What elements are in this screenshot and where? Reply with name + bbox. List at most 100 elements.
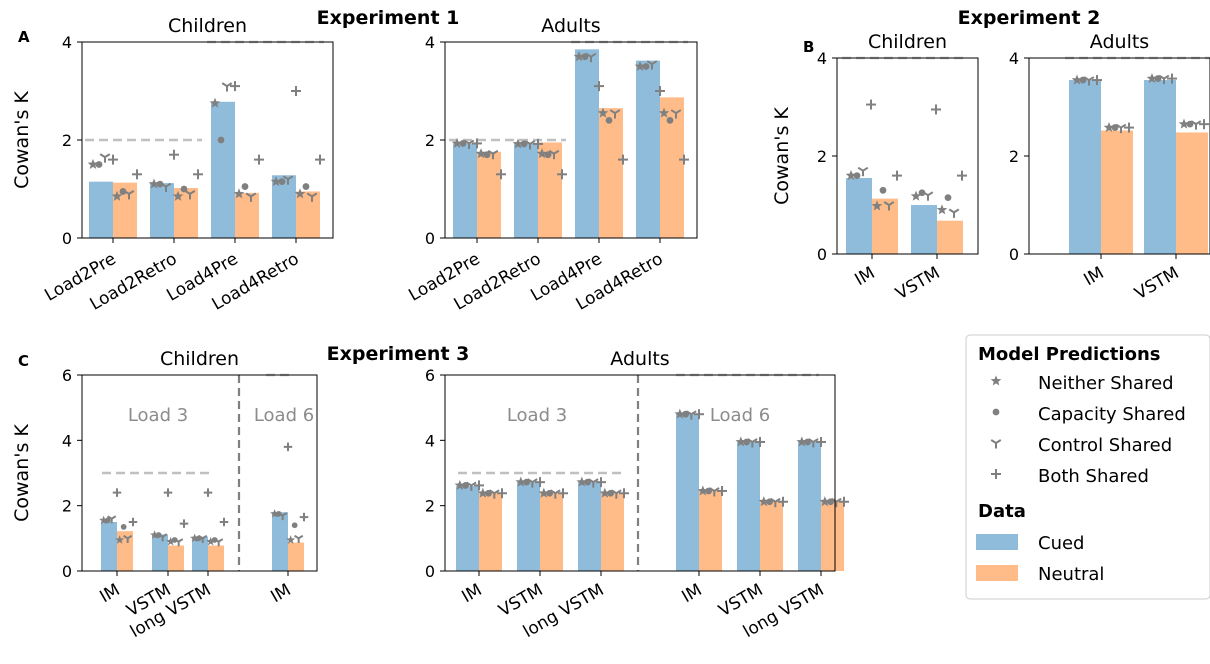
bar-cued (1069, 80, 1101, 254)
prediction-marker (538, 487, 550, 498)
x-tick-label: IM (1080, 263, 1107, 290)
y-axis-label: Cowan's K (11, 424, 33, 522)
prediction-marker (217, 136, 225, 144)
y-tick-label: 4 (62, 431, 72, 450)
prediction-marker (108, 154, 118, 165)
prediction-marker (477, 487, 489, 498)
prediction-marker (674, 408, 686, 419)
group-label: Load 3 (507, 405, 567, 426)
prediction-marker (487, 149, 499, 160)
prediction-marker (839, 496, 849, 507)
prediction-marker (179, 519, 189, 528)
prediction-marker (747, 438, 758, 448)
prediction-marker (845, 170, 857, 181)
x-tick-label: IM (96, 580, 123, 607)
y-tick-label: 0 (62, 229, 72, 248)
prediction-marker (172, 190, 184, 201)
prediction-marker (95, 161, 103, 168)
prediction-marker (1158, 74, 1170, 85)
y-axis-label: Cowan's K (11, 91, 33, 189)
y-tick-label: 4 (425, 33, 435, 52)
panel-letter-b: B (803, 38, 814, 56)
prediction-marker (472, 138, 482, 149)
prediction-marker (99, 153, 111, 163)
panel-title: Children (168, 15, 247, 37)
legend-model-label: Neither Shared (1038, 373, 1174, 394)
prediction-marker (1178, 118, 1190, 129)
chart-exp2-adults: Adults 0 2 4 IM VSTM (1009, 31, 1210, 304)
x-tick-label: IM (851, 263, 878, 290)
prediction-marker (550, 489, 561, 499)
prediction-marker (156, 180, 164, 188)
experiment-1-title: Experiment 1 (317, 7, 460, 29)
prediction-marker (944, 194, 952, 202)
prediction-marker (778, 496, 788, 507)
axes-frame (81, 374, 318, 572)
prediction-marker (1190, 120, 1202, 130)
prediction-marker (128, 517, 138, 527)
prediction-marker (99, 515, 109, 525)
prediction-marker (957, 170, 967, 181)
prediction-marker (857, 166, 869, 177)
panel-title: Adults (610, 348, 669, 370)
prediction-marker (666, 117, 674, 124)
prediction-marker (203, 488, 213, 497)
prediction-marker (221, 82, 233, 92)
legend-swatch (976, 534, 1018, 550)
chart-exp1-adults: Adults024Load2PreLoad2RetroLoad4PreLoad4… (405, 15, 698, 315)
bar-cued (578, 482, 601, 571)
prediction-marker (694, 409, 704, 420)
prediction-marker (1103, 121, 1115, 133)
prediction-marker (1167, 73, 1177, 84)
experiment-3-title: Experiment 3 (327, 343, 470, 365)
bar-cued (150, 183, 174, 238)
prediction-marker (454, 479, 466, 490)
prediction-marker (871, 200, 883, 211)
prediction-marker (315, 154, 325, 165)
y-tick-label: 2 (817, 147, 827, 166)
prediction-marker (291, 86, 301, 96)
prediction-marker (282, 175, 294, 185)
prediction-marker (883, 201, 895, 211)
legend-box (965, 334, 1210, 600)
y-tick-label: 2 (425, 131, 435, 150)
bar-neutral (479, 493, 502, 571)
legend-swatch (976, 565, 1018, 581)
plus-icon (991, 469, 1001, 479)
prediction-marker (658, 107, 670, 118)
bar-cued (575, 49, 599, 238)
prediction-marker (241, 183, 249, 190)
prediction-marker (107, 515, 117, 524)
panel-title: Children (160, 348, 239, 370)
prediction-marker (558, 488, 568, 499)
x-tick-label: VSTM (1131, 263, 1182, 304)
legend-model-title: Model Predictions (978, 344, 1160, 365)
prediction-marker (879, 186, 887, 194)
prediction-marker (132, 169, 142, 180)
prediction-marker (198, 534, 208, 544)
bar-cued (211, 101, 235, 238)
bar-cued (1144, 80, 1176, 254)
prediction-marker (527, 478, 538, 488)
prediction-marker (670, 109, 682, 119)
prediction-marker (922, 191, 934, 201)
prediction-marker (111, 190, 123, 201)
prediction-marker (588, 478, 599, 488)
prediction-marker (931, 104, 941, 115)
bar-neutral (1101, 130, 1133, 254)
prediction-marker (755, 436, 765, 447)
prediction-marker (209, 97, 221, 108)
group-label: Load 3 (128, 405, 188, 426)
panel-title: Children (868, 31, 947, 53)
legend-model-label: Capacity Shared (1038, 404, 1186, 425)
prediction-marker (497, 488, 507, 499)
y-tick-label: 0 (1009, 245, 1019, 264)
legend: Model Predictions Neither Shared Capacity… (965, 334, 1210, 600)
prediction-marker (599, 487, 611, 498)
prediction-marker (1146, 72, 1158, 84)
bar-cued (514, 143, 538, 238)
prediction-marker (808, 438, 819, 448)
y-tick-label: 0 (817, 245, 827, 264)
bar-cued (636, 60, 660, 239)
prediction-marker (174, 538, 184, 547)
